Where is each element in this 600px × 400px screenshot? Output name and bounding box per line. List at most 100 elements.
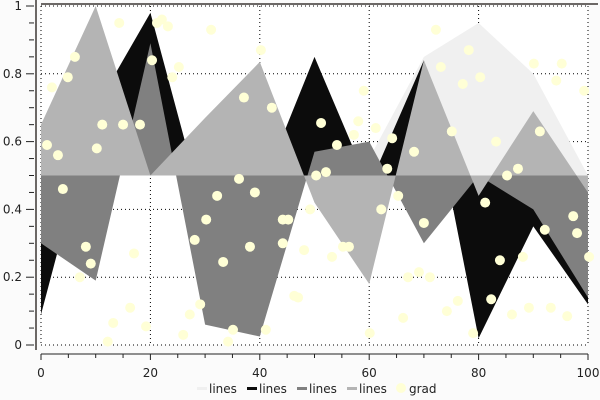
legend-swatch-grad: [396, 383, 406, 393]
x-tick-label: 100: [577, 366, 600, 380]
scatter-point: [249, 187, 260, 198]
scatter-point: [468, 328, 479, 339]
scatter-point: [568, 211, 579, 222]
legend-swatch: [197, 387, 207, 390]
scatter-point: [545, 302, 556, 313]
y-tick-label: 1: [14, 0, 22, 13]
scatter-point: [85, 258, 96, 269]
legend-label: lines: [309, 382, 337, 396]
scatter-point: [398, 312, 409, 323]
y-tick-label: 0.2: [3, 270, 22, 284]
scatter-point: [114, 17, 125, 28]
scatter-point: [316, 117, 327, 128]
scatter-point: [69, 51, 80, 62]
legend-label: lines: [259, 382, 287, 396]
scatter-point: [403, 272, 414, 283]
legend-swatch: [247, 387, 257, 390]
axes: 0 20 40 60 80 100 0 0.2 0.4 0.6 0.8 1: [3, 0, 600, 380]
scatter-point: [156, 14, 167, 25]
scatter-point: [299, 245, 310, 256]
scatter-point: [491, 136, 502, 147]
scatter-point: [382, 163, 393, 174]
scatter-point: [238, 92, 249, 103]
scatter-point: [206, 24, 217, 35]
scatter-point: [52, 150, 63, 161]
scatter-point: [327, 251, 338, 262]
legend-label: lines: [359, 382, 387, 396]
scatter-point: [387, 133, 398, 144]
scatter-point: [91, 143, 102, 154]
scatter-point: [393, 190, 404, 201]
scatter-point: [227, 324, 238, 335]
scatter-point: [512, 163, 523, 174]
scatter-point: [62, 72, 73, 83]
scatter-point: [118, 119, 129, 130]
scatter-point: [277, 238, 288, 249]
y-tick-label: 0.4: [3, 202, 22, 216]
scatter-point: [42, 139, 53, 150]
scatter-point: [147, 55, 158, 66]
scatter-points: [42, 14, 595, 347]
scatter-point: [218, 256, 229, 267]
scatter-point: [486, 294, 497, 305]
scatter-point: [446, 126, 457, 137]
scatter-point: [57, 184, 68, 195]
scatter-point: [184, 309, 195, 320]
scatter-point: [108, 317, 119, 328]
scatter-point: [418, 217, 429, 228]
scatter-point: [376, 204, 387, 215]
x-tick-label: 0: [37, 366, 45, 380]
x-tick-label: 40: [252, 366, 267, 380]
scatter-point: [293, 292, 304, 303]
scatter-point: [173, 62, 184, 73]
scatter-point: [424, 272, 435, 283]
scatter-point: [167, 72, 178, 83]
scatter-point: [502, 170, 513, 181]
scatter-point: [480, 197, 491, 208]
area-series-4: [41, 6, 588, 284]
legend-swatch: [347, 387, 357, 390]
scatter-point: [430, 24, 441, 35]
scatter-point: [260, 324, 271, 335]
scatter-point: [353, 116, 364, 127]
legend: lines lines lines lines grad: [197, 382, 437, 396]
scatter-point: [370, 123, 381, 134]
scatter-point: [539, 224, 550, 235]
y-tick-label: 0.8: [3, 67, 22, 81]
scatter-point: [283, 214, 294, 225]
scatter-point: [212, 190, 223, 201]
scatter-point: [556, 58, 567, 69]
y-tick-label: 0.6: [3, 135, 22, 149]
scatter-point: [178, 329, 189, 340]
scatter-point: [358, 85, 369, 96]
legend-label: lines: [209, 382, 237, 396]
scatter-point: [579, 85, 590, 96]
scatter-point: [528, 58, 539, 69]
scatter-point: [141, 321, 152, 332]
scatter-point: [46, 82, 57, 93]
scatter-point: [452, 295, 463, 306]
scatter-point: [320, 167, 331, 178]
scatter-point: [162, 21, 173, 32]
legend-swatch: [297, 387, 307, 390]
scatter-point: [413, 267, 424, 278]
scatter-point: [80, 241, 91, 252]
scatter-point: [584, 251, 595, 262]
scatter-point: [234, 173, 245, 184]
scatter-point: [223, 336, 234, 347]
scatter-point: [201, 214, 212, 225]
scatter-point: [517, 251, 528, 262]
scatter-point: [311, 170, 322, 181]
scatter-point: [475, 72, 486, 83]
scatter-point: [348, 129, 359, 140]
scatter-point: [195, 299, 206, 310]
scatter-point: [266, 102, 277, 113]
scatter-point: [572, 228, 583, 239]
scatter-point: [364, 328, 375, 339]
scatter-point: [74, 272, 85, 283]
scatter-point: [244, 241, 255, 252]
scatter-point: [135, 119, 146, 130]
scatter-point: [331, 139, 342, 150]
scatter-point: [255, 45, 266, 56]
